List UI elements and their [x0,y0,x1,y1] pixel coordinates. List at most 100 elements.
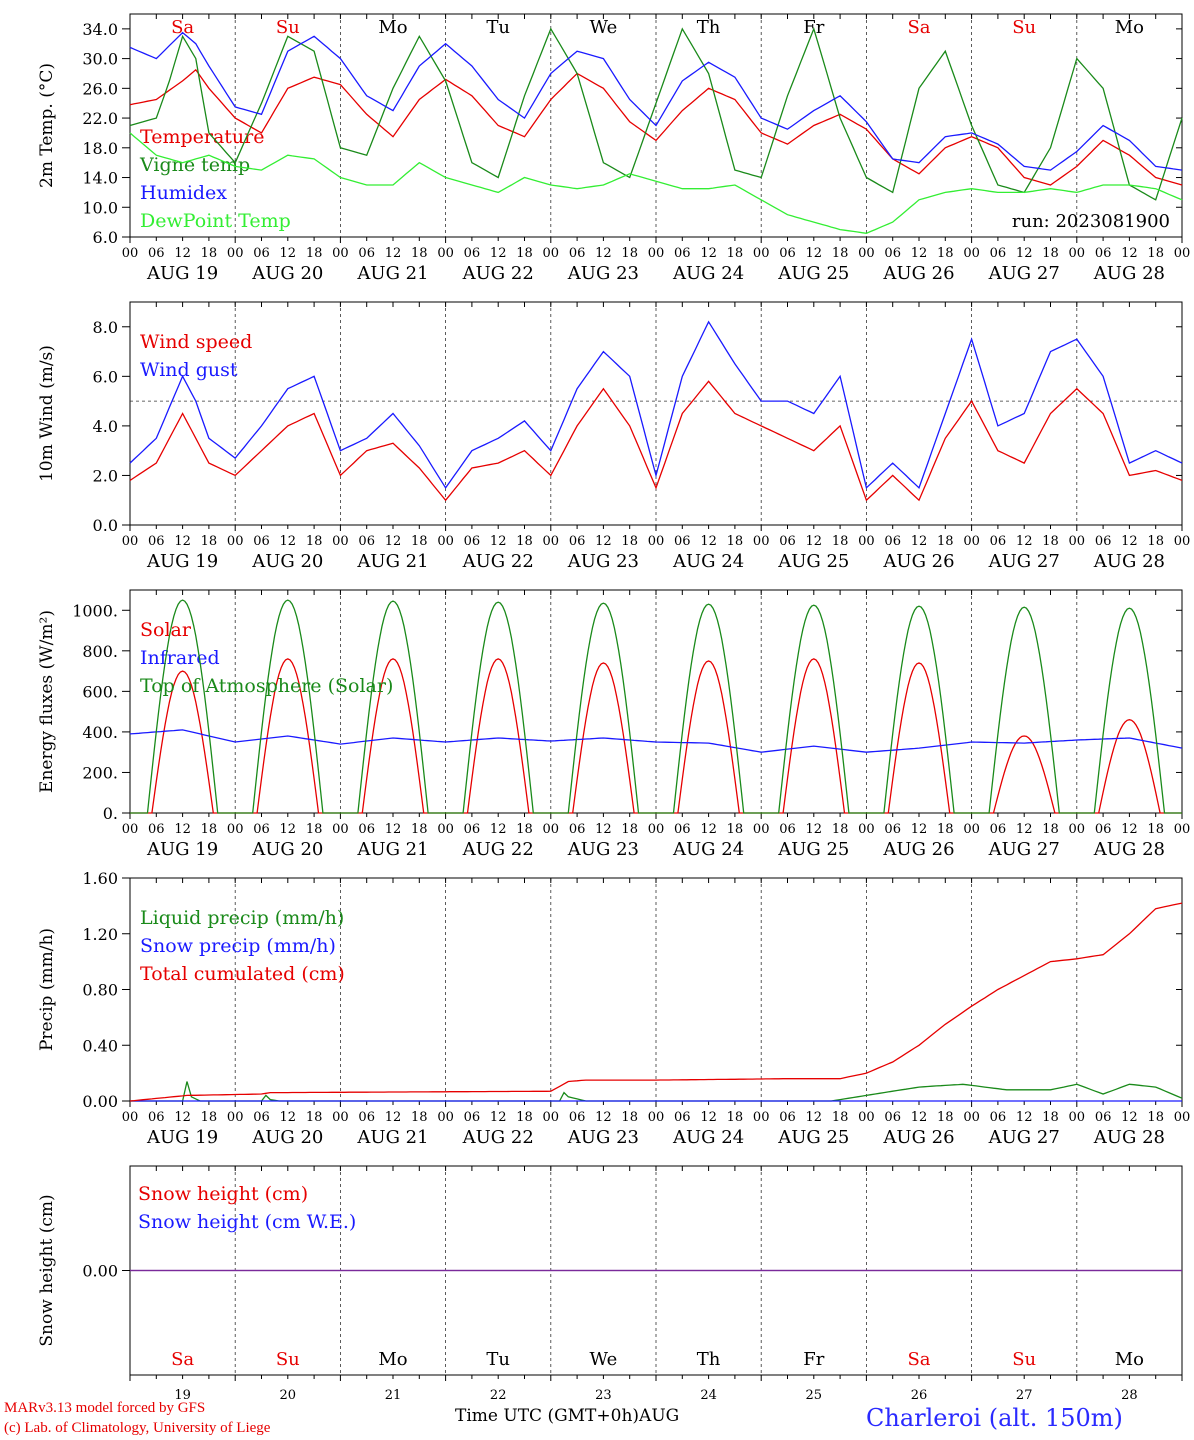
date-label: AUG 26 [882,1127,954,1148]
hour-tick-label: 00 [122,822,139,837]
bottom-date-label: 24 [700,1388,717,1403]
date-label: AUG 26 [882,263,954,284]
bottom-date-label: 26 [911,1388,928,1403]
hour-tick-label: 00 [1069,822,1086,837]
hour-tick-label: 00 [963,246,980,261]
hour-tick-label: 12 [911,246,928,261]
weekday-label-bottom: Mo [1115,1349,1144,1370]
hour-tick-label: 18 [1147,822,1164,837]
hour-tick-label: 06 [358,246,375,261]
y-axis-title: Precip (mm/h) [37,928,57,1051]
date-label: AUG 22 [462,1127,534,1148]
date-label: AUG 28 [1093,263,1165,284]
hour-tick-label: 00 [648,534,665,549]
hour-tick-label: 18 [937,246,954,261]
y-tick-label: 18.0 [82,139,118,158]
legend-red: Total cumulated (cm) [140,963,345,985]
hour-tick-label: 12 [806,246,823,261]
legend-red: Solar [140,619,192,641]
y-tick-label: 8.0 [93,318,118,337]
series-line-blue [129,320,1183,490]
time-axis-title: Time UTC (GMT+0h)AUG [455,1406,680,1426]
hour-tick-label: 00 [543,1110,560,1125]
bottom-date-label: 28 [1121,1388,1138,1403]
hour-tick-label: 12 [490,1110,507,1125]
hour-tick-label: 18 [727,1110,744,1125]
hour-tick-label: 12 [385,822,402,837]
hour-tick-label: 06 [1095,1110,1112,1125]
hour-tick-label: 12 [1121,534,1138,549]
y-tick-label: 800. [82,642,118,661]
hour-tick-label: 18 [1147,1110,1164,1125]
hour-tick-label: 12 [1121,1110,1138,1125]
weekday-label: Su [276,17,300,38]
hour-tick-label: 00 [227,822,244,837]
y-axis-title: 2m Temp. (°C) [37,63,57,188]
date-label: AUG 27 [988,839,1060,860]
date-label: AUG 24 [672,263,744,284]
hour-tick-label: 06 [779,1110,796,1125]
hour-tick-label: 18 [621,534,638,549]
hour-tick-label: 00 [437,246,454,261]
y-tick-label: 6.0 [93,228,118,247]
hour-tick-label: 06 [358,534,375,549]
hour-tick-label: 18 [832,534,849,549]
hour-tick-label: 00 [332,534,349,549]
bottom-date-label: 27 [1016,1388,1033,1403]
hour-tick-label: 00 [227,246,244,261]
date-label: AUG 19 [146,551,218,572]
weekday-label-bottom: Sa [171,1349,194,1370]
hour-tick-label: 00 [648,246,665,261]
hour-tick-label: 12 [700,246,717,261]
hour-tick-label: 12 [911,534,928,549]
legend-green: Liquid precip (mm/h) [140,907,344,929]
hour-tick-label: 00 [963,1110,980,1125]
date-label: AUG 25 [777,551,849,572]
weekday-label-bottom: Mo [378,1349,407,1370]
hour-tick-label: 00 [1069,1110,1086,1125]
date-label: AUG 21 [356,1127,428,1148]
date-label: AUG 20 [251,1127,323,1148]
y-axis-title: Snow height (cm) [37,1194,57,1346]
hour-tick-label: 06 [148,1110,165,1125]
hour-tick-label: 06 [674,822,691,837]
date-label: AUG 19 [146,839,218,860]
hour-tick-label: 06 [358,1110,375,1125]
y-tick-label: 0.00 [82,1262,118,1281]
hour-tick-label: 12 [700,822,717,837]
legend-blue: Wind gust [140,359,238,381]
series-line-lime [129,132,1183,234]
hour-tick-label: 18 [727,822,744,837]
hour-tick-label: 18 [411,822,428,837]
hour-tick-label: 06 [464,1110,481,1125]
y-tick-label: 1.20 [82,925,118,944]
y-tick-label: 30.0 [82,50,118,69]
hour-tick-label: 18 [832,246,849,261]
hour-tick-label: 00 [1069,246,1086,261]
y-tick-label: 10.0 [82,198,118,217]
hour-tick-label: 18 [411,246,428,261]
hour-tick-label: 12 [174,246,191,261]
hour-tick-label: 06 [148,534,165,549]
hour-tick-label: 00 [963,534,980,549]
weekday-label: We [590,17,618,38]
hour-tick-label: 00 [332,822,349,837]
hour-tick-label: 00 [437,534,454,549]
hour-tick-label: 06 [779,246,796,261]
hour-tick-label: 06 [253,822,270,837]
hour-tick-label: 06 [253,534,270,549]
hour-tick-label: 00 [963,822,980,837]
bottom-date-label: 22 [490,1388,507,1403]
hour-tick-label: 06 [464,822,481,837]
hour-tick-label: 06 [990,1110,1007,1125]
date-label: AUG 28 [1093,551,1165,572]
date-label: AUG 24 [672,1127,744,1148]
y-tick-label: 6.0 [93,367,118,386]
hour-tick-label: 18 [832,822,849,837]
hour-tick-label: 00 [437,1110,454,1125]
y-tick-label: 600. [82,682,118,701]
hour-tick-label: 12 [385,246,402,261]
hour-tick-label: 12 [174,822,191,837]
legend-green: Vigne temp [139,154,250,176]
hour-tick-label: 12 [174,1110,191,1125]
